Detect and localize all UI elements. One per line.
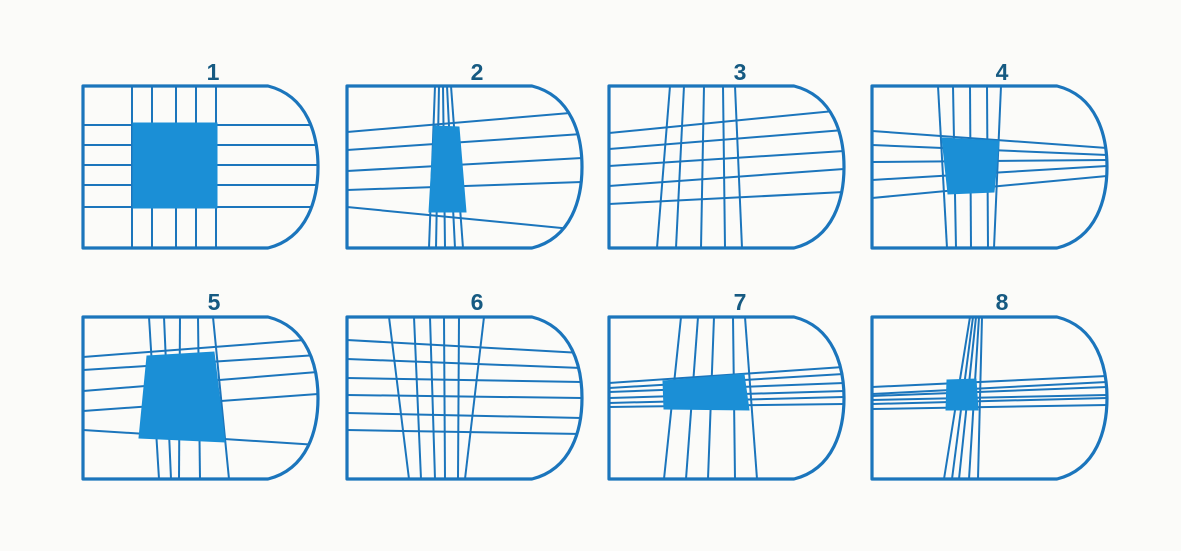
horizontal-line bbox=[609, 150, 844, 167]
vertical-line bbox=[977, 317, 983, 479]
vertical-line bbox=[993, 86, 1002, 248]
panel-outline bbox=[81, 84, 320, 250]
horizontal-line bbox=[872, 375, 1107, 388]
horizontal-line bbox=[347, 412, 582, 419]
horizontal-line bbox=[872, 381, 1107, 395]
horizontal-line bbox=[872, 394, 1107, 401]
horizontal-line bbox=[83, 338, 318, 358]
horizontal-line bbox=[347, 181, 582, 191]
panel-outline bbox=[870, 315, 1109, 481]
panel-1: 1 bbox=[81, 59, 320, 250]
panel-number: 7 bbox=[734, 289, 747, 315]
panel-number: 5 bbox=[208, 289, 221, 315]
filled-region bbox=[945, 378, 979, 411]
panel-number: 4 bbox=[996, 59, 1009, 85]
vertical-line bbox=[675, 86, 685, 248]
filled-region bbox=[138, 351, 226, 443]
horizontal-line bbox=[347, 394, 582, 399]
panel-outline bbox=[870, 84, 1109, 250]
panel-outline bbox=[607, 84, 846, 250]
panel-outline bbox=[345, 315, 584, 481]
panel-outline bbox=[607, 315, 846, 481]
horizontal-line bbox=[347, 377, 582, 383]
vertical-line bbox=[443, 317, 446, 479]
vertical-line bbox=[212, 317, 230, 479]
panel-6: 6 bbox=[345, 289, 584, 481]
horizontal-line bbox=[872, 404, 1107, 410]
horizontal-line bbox=[347, 111, 582, 133]
vertical-line bbox=[429, 317, 436, 479]
vertical-line bbox=[464, 317, 485, 479]
panel-3: 3 bbox=[607, 59, 846, 250]
horizontal-line bbox=[609, 366, 844, 384]
horizontal-line bbox=[609, 109, 844, 134]
horizontal-line bbox=[609, 191, 844, 205]
vertical-line bbox=[722, 86, 726, 248]
horizontal-line bbox=[347, 206, 582, 231]
filled-region bbox=[941, 137, 1000, 195]
horizontal-line bbox=[609, 168, 844, 187]
filled-region bbox=[662, 373, 750, 411]
panel-2: 2 bbox=[345, 59, 584, 250]
vertical-line bbox=[744, 317, 758, 479]
panel-5: 5 bbox=[81, 289, 320, 481]
vertical-line bbox=[734, 86, 743, 248]
panel-number: 1 bbox=[207, 59, 220, 85]
horizontal-line bbox=[609, 129, 844, 150]
horizontal-line bbox=[347, 133, 582, 151]
horizontal-line bbox=[872, 386, 1107, 397]
horizontal-line bbox=[872, 130, 1107, 149]
horizontal-line bbox=[347, 358, 582, 369]
vertical-line bbox=[413, 317, 422, 479]
horizontal-line bbox=[872, 397, 1107, 405]
vertical-line bbox=[388, 317, 410, 479]
panel-7: 7 bbox=[607, 289, 846, 481]
filled-region bbox=[428, 125, 467, 213]
panel-outline bbox=[345, 84, 584, 250]
panel-number: 3 bbox=[734, 59, 747, 85]
vertical-line bbox=[457, 317, 460, 479]
filled-region bbox=[132, 122, 218, 209]
horizontal-line bbox=[347, 429, 582, 435]
horizontal-line bbox=[347, 157, 582, 172]
horizontal-line bbox=[347, 339, 582, 354]
panel-outline bbox=[81, 315, 320, 481]
panel-number: 6 bbox=[471, 289, 484, 315]
panel-4: 4 bbox=[870, 59, 1109, 250]
panel-8: 8 bbox=[870, 289, 1109, 481]
vertical-line bbox=[656, 86, 671, 248]
vertical-line bbox=[700, 86, 705, 248]
panel-number: 2 bbox=[471, 59, 484, 85]
vertical-line bbox=[937, 86, 948, 248]
panel-number: 8 bbox=[996, 289, 1009, 315]
